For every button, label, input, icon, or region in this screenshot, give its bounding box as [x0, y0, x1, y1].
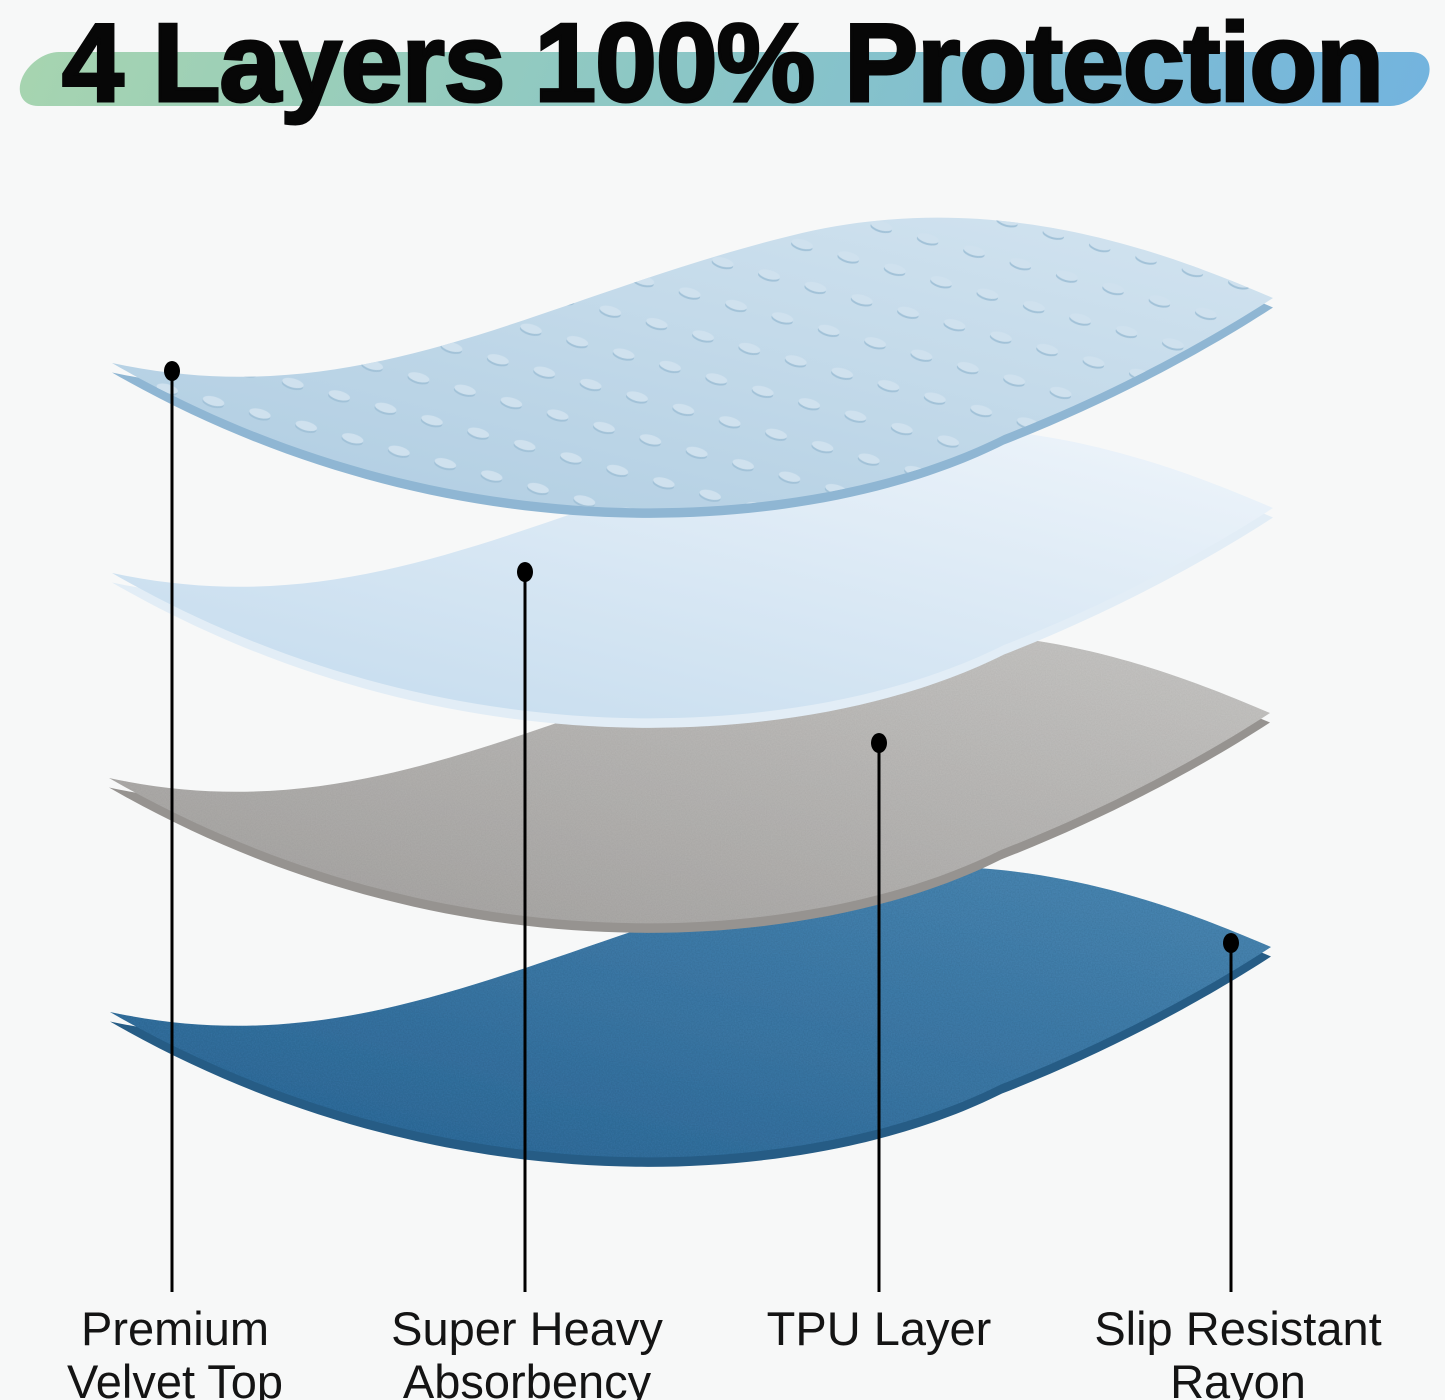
layer-label-premium-velvet-top: Premium Velvet Top — [67, 1302, 283, 1400]
callout-dot-slip-resistant-rayon — [1223, 933, 1239, 953]
label-line: Velvet Top — [66, 1355, 284, 1400]
layer-label-super-heavy-absorbency: Super Heavy Absorbency — [391, 1302, 663, 1400]
page-title: 4 Layers 100% Protection — [61, 0, 1386, 127]
callouts — [164, 361, 1239, 1292]
label-line: Rayon — [1170, 1355, 1306, 1400]
title-highlight-bar — [19, 52, 1430, 106]
label-line: Super Heavy — [391, 1302, 663, 1355]
label-line: TPU Layer — [766, 1302, 992, 1355]
layer-label-tpu: TPU Layer — [767, 1302, 992, 1355]
callout-dot-tpu — [871, 733, 887, 753]
layer-label-slip-resistant-rayon: Slip Resistant Rayon — [1094, 1302, 1381, 1400]
label-line: Slip Resistant — [1094, 1302, 1382, 1355]
label-line: Premium — [80, 1302, 270, 1355]
callout-dot-premium-velvet-top — [164, 361, 180, 381]
label-line: Absorbency — [402, 1355, 652, 1400]
callout-dot-super-heavy-absorbency — [517, 562, 533, 582]
